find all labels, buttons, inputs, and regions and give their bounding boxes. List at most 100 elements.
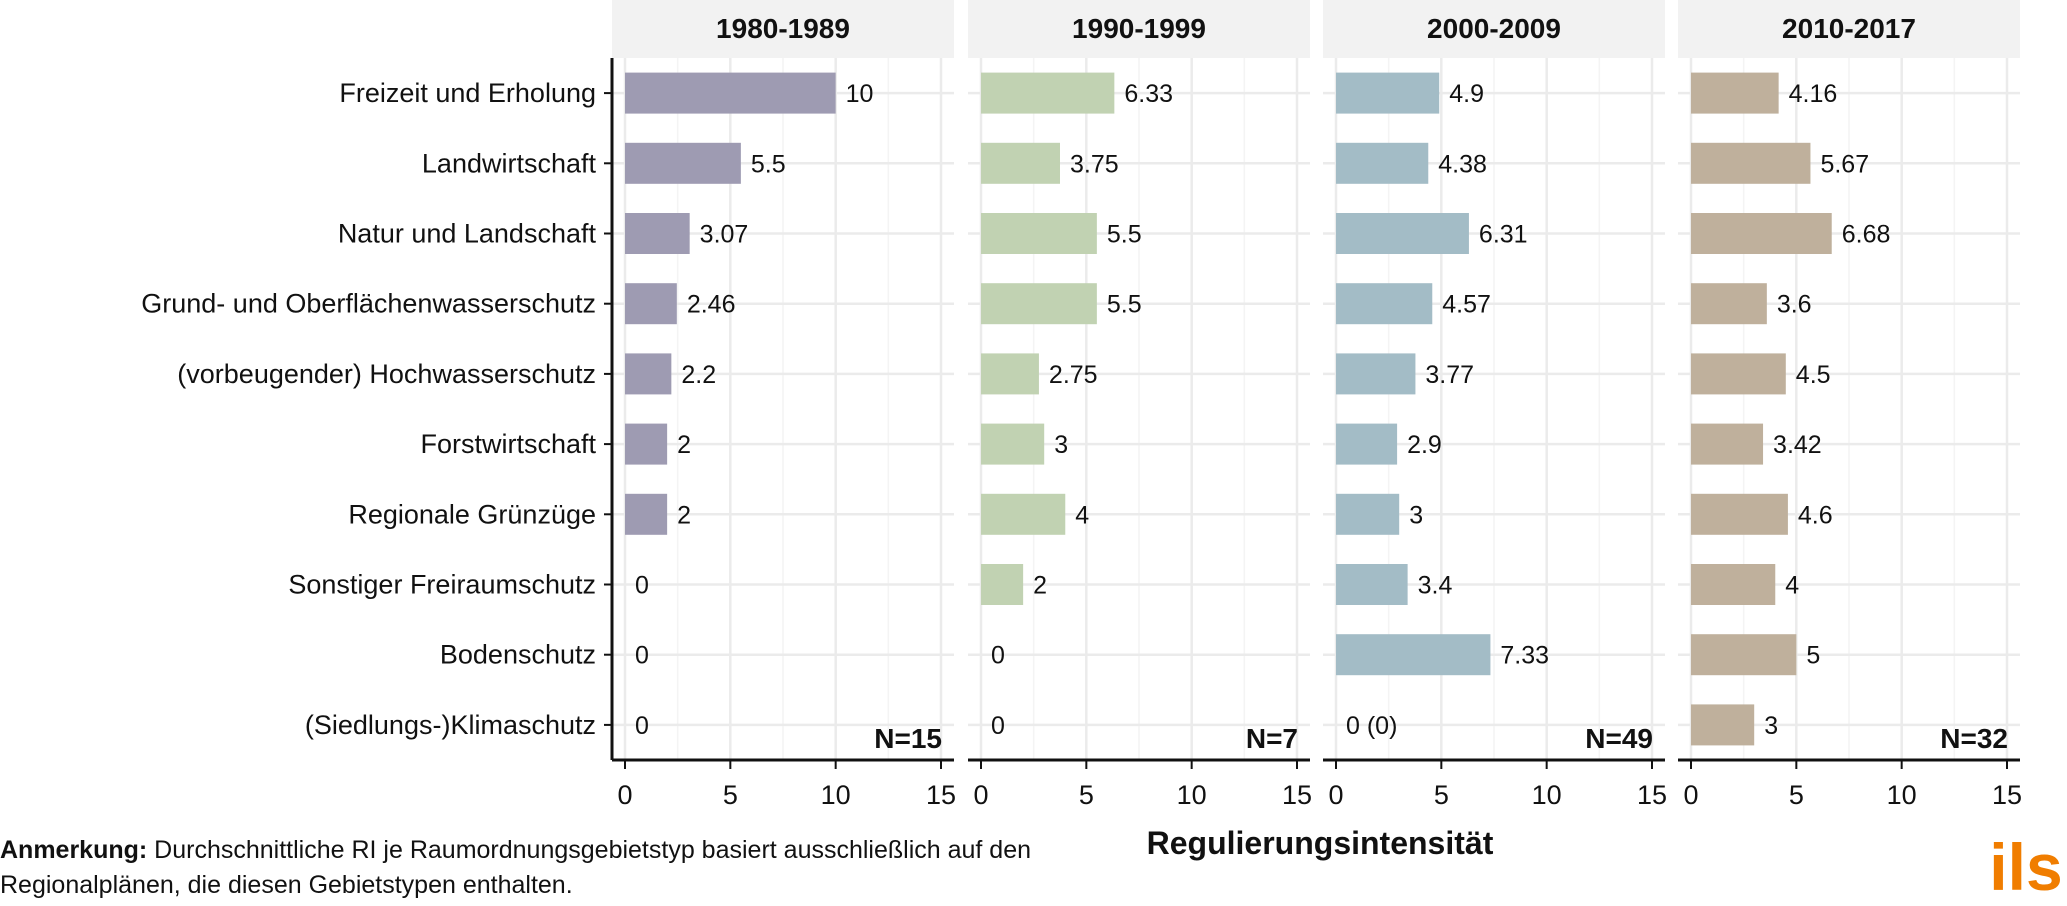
sample-size-label: N=7 xyxy=(1246,723,1298,754)
category-label: Landwirtschaft xyxy=(422,148,597,178)
data-label: 4.6 xyxy=(1798,501,1833,529)
category-label: Sonstiger Freiraumschutz xyxy=(288,570,596,600)
facet-title: 2010-2017 xyxy=(1782,13,1916,44)
category-label: Bodenschutz xyxy=(440,640,596,670)
category-label: (Siedlungs-)Klimaschutz xyxy=(305,710,596,740)
data-label: 7.33 xyxy=(1500,642,1549,670)
data-label: 2 xyxy=(677,501,691,529)
data-label: 4.38 xyxy=(1438,150,1487,178)
data-label: 3 xyxy=(1409,501,1423,529)
data-label: 0 (0) xyxy=(1346,712,1397,740)
data-label: 3.6 xyxy=(1777,291,1812,319)
bar xyxy=(625,493,668,535)
footnote-label: Anmerkung: xyxy=(0,836,148,864)
data-label: 5.5 xyxy=(1107,291,1142,319)
bar xyxy=(1336,353,1416,395)
data-label: 2.2 xyxy=(681,361,716,389)
x-tick-label: 5 xyxy=(1079,780,1094,810)
data-label: 4.9 xyxy=(1449,80,1484,108)
data-label: 3.77 xyxy=(1425,361,1474,389)
x-tick-label: 15 xyxy=(1992,780,2022,810)
data-label: 2.46 xyxy=(687,291,736,319)
bar xyxy=(625,72,836,114)
bar xyxy=(1691,142,1811,184)
data-label: 2.9 xyxy=(1407,431,1442,459)
data-label: 0 xyxy=(635,642,649,670)
bar xyxy=(981,423,1045,465)
bar xyxy=(981,213,1097,254)
data-label: 3.42 xyxy=(1773,431,1822,459)
bar xyxy=(981,283,1097,325)
footnote-text: Durchschnittliche RI je Raumordnungsgebi… xyxy=(0,836,1032,899)
data-label: 2 xyxy=(677,431,691,459)
data-label: 4.5 xyxy=(1796,361,1831,389)
bar xyxy=(1691,493,1788,535)
bar xyxy=(1336,72,1440,114)
data-label: 3 xyxy=(1764,712,1778,740)
data-label: 5.5 xyxy=(1107,221,1142,249)
data-label: 3.75 xyxy=(1070,150,1119,178)
x-tick-label: 10 xyxy=(1887,780,1917,810)
facet-header xyxy=(1323,0,1665,58)
facet-title: 1990-1999 xyxy=(1072,13,1206,44)
data-label: 6.68 xyxy=(1842,221,1891,249)
x-tick-label: 15 xyxy=(1282,780,1312,810)
bar xyxy=(981,493,1066,535)
footnote: Anmerkung: Durchschnittliche RI je Raumo… xyxy=(0,833,1080,903)
x-tick-label: 0 xyxy=(1683,780,1698,810)
data-label: 3.07 xyxy=(700,221,749,249)
sample-size-label: N=49 xyxy=(1585,723,1653,754)
data-label: 10 xyxy=(846,80,874,108)
bar xyxy=(981,72,1115,114)
bar xyxy=(1691,423,1764,465)
data-label: 5.67 xyxy=(1820,150,1869,178)
ils-logo-text: ils xyxy=(1989,830,2062,904)
facet-header xyxy=(612,0,954,58)
bar xyxy=(1336,213,1469,254)
bar xyxy=(625,142,741,184)
x-tick-label: 15 xyxy=(1637,780,1667,810)
bar xyxy=(1336,564,1408,605)
x-tick-label: 0 xyxy=(1328,780,1343,810)
category-label: Freizeit und Erholung xyxy=(339,78,596,108)
x-tick-label: 10 xyxy=(1177,780,1207,810)
x-axis-title: Regulierungsintensität xyxy=(1147,825,1494,861)
bar xyxy=(1691,283,1767,325)
bar xyxy=(1691,564,1776,605)
category-label: Natur und Landschaft xyxy=(338,219,597,249)
category-label: (vorbeugender) Hochwasserschutz xyxy=(177,359,596,389)
bar xyxy=(1691,213,1832,254)
bar xyxy=(981,353,1039,395)
x-tick-label: 5 xyxy=(1434,780,1449,810)
data-label: 3.4 xyxy=(1418,572,1453,600)
faceted-bar-chart: Freizeit und Erholung Landwirtschaft Natur… xyxy=(141,0,2022,861)
data-label: 6.33 xyxy=(1124,80,1173,108)
data-label: 4.16 xyxy=(1789,80,1838,108)
category-label: Grund- und Oberflächenwasserschutz xyxy=(141,289,596,319)
facet-title: 1980-1989 xyxy=(716,13,850,44)
facet-title: 2000-2009 xyxy=(1427,13,1561,44)
data-label: 0 xyxy=(635,712,649,740)
data-label: 3 xyxy=(1054,431,1068,459)
x-tick-label: 0 xyxy=(617,780,632,810)
bar xyxy=(1691,353,1786,395)
data-label: 2.75 xyxy=(1049,361,1098,389)
bar xyxy=(1691,72,1779,114)
data-label: 5 xyxy=(1806,642,1820,670)
data-label: 0 xyxy=(991,712,1005,740)
data-label: 2 xyxy=(1033,572,1047,600)
bar xyxy=(625,353,672,395)
bar xyxy=(1336,493,1400,535)
data-label: 6.31 xyxy=(1479,221,1528,249)
data-label: 0 xyxy=(991,642,1005,670)
facet-header xyxy=(1678,0,2020,58)
bar xyxy=(625,213,690,254)
bar xyxy=(1336,423,1398,465)
category-label: Regionale Grünzüge xyxy=(348,499,596,529)
ils-logo: ils xyxy=(1989,830,2062,904)
data-label: 5.5 xyxy=(751,150,786,178)
x-tick-label: 10 xyxy=(821,780,851,810)
bar xyxy=(1336,283,1433,325)
sample-size-label: N=15 xyxy=(874,723,942,754)
data-label: 0 xyxy=(635,572,649,600)
